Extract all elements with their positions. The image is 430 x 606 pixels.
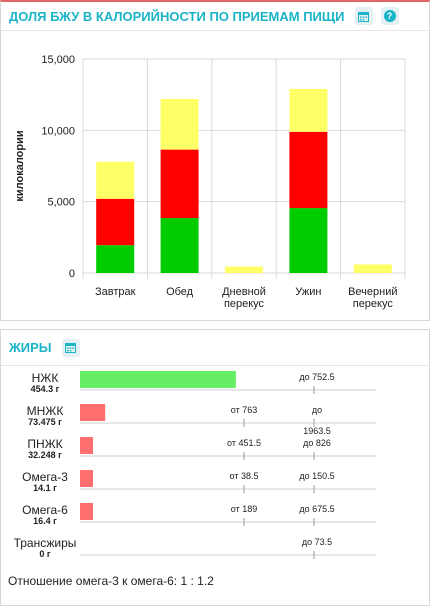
panel-header: ЖИРЫ (1, 330, 429, 366)
panel-title: ДОЛЯ БЖУ В КАЛОРИЙНОСТИ ПО ПРИЕМАМ ПИЩИ (9, 8, 345, 24)
fat-min-label: от 38.5 (230, 471, 259, 481)
omega-ratio-text: Отношение омега-3 к омега-6: 1 : 1.2 (8, 574, 214, 588)
calendar-icon[interactable] (354, 7, 373, 25)
fat-max-label-wrap: 1963.5 (303, 426, 331, 436)
x-tick-label: Обед (166, 286, 194, 298)
fat-max-label: до 752.5 (299, 372, 334, 382)
x-tick-label: Дневной (222, 286, 266, 298)
fat-min-label: от 189 (231, 504, 257, 514)
fat-max-label: до 675.5 (299, 504, 334, 514)
bar-segment-2 (160, 149, 199, 219)
fat-name-label: МНЖК (27, 404, 64, 418)
bar-segment-3 (160, 98, 199, 150)
help-icon[interactable]: ? (380, 7, 399, 25)
fat-name-label: ПНЖК (27, 437, 62, 451)
bar-segment-1 (96, 245, 135, 273)
fat-name-label: Омега-3 (22, 470, 68, 484)
panel-header: ДОЛЯ БЖУ В КАЛОРИЙНОСТИ ПО ПРИЕМАМ ПИЩИ … (1, 2, 429, 31)
x-tick-label: Завтрак (95, 286, 136, 298)
fat-bar (80, 470, 93, 487)
calorie-share-panel: ДОЛЯ БЖУ В КАЛОРИЙНОСТИ ПО ПРИЕМАМ ПИЩИ … (0, 0, 430, 321)
fats-panel: ЖИРЫ НЖК 454.3 г до 752.5 МНЖК 73.475 г от 76… (0, 329, 430, 606)
bar-segment-2 (289, 131, 328, 209)
fat-min-label: от 763 (231, 405, 257, 415)
fat-max-label: до 73.5 (302, 537, 332, 547)
x-tick-label: Ужин (295, 286, 321, 298)
fat-min-label: от 451.5 (227, 438, 261, 448)
fat-value-label: 16.4 г (33, 516, 57, 526)
fat-bar (80, 503, 93, 520)
fat-value-label: 454.3 г (31, 384, 60, 394)
y-axis-label: килокалории (14, 130, 26, 201)
fat-value-label: 73.475 г (28, 417, 62, 427)
bar-segment-3 (289, 88, 328, 132)
y-tick-label: 15,000 (41, 54, 75, 66)
y-tick-label: 0 (69, 268, 75, 280)
x-tick-label: перекус (224, 298, 265, 310)
bar-segment-2 (96, 198, 135, 246)
fat-bar (80, 404, 106, 421)
bar-segment-1 (160, 218, 199, 273)
fat-bar (80, 437, 93, 454)
fat-name-label: Омега-6 (22, 503, 68, 517)
x-tick-label: Вечерний (348, 286, 397, 298)
y-tick-label: 5,000 (47, 197, 75, 209)
fat-max-label: до 826 (303, 438, 331, 448)
panel-title: ЖИРЫ (9, 340, 52, 355)
fat-value-label: 32.248 г (28, 450, 62, 460)
calorie-stacked-bar-chart: 0 5,000 10,000 15,000 килокалории Завтрак Обед… (14, 54, 406, 310)
fat-name-label: НЖК (32, 371, 59, 385)
fat-max-label: до 150.5 (299, 471, 334, 481)
y-tick-label: 10,000 (41, 125, 75, 137)
bar-segment-1 (289, 208, 328, 273)
bar-segment-3 (96, 161, 135, 199)
fat-max-label: до (312, 405, 322, 415)
fat-name-label: Трансжиры (14, 536, 77, 550)
x-tick-label: перекус (353, 298, 394, 310)
fat-bar (80, 371, 236, 388)
fat-value-label: 14.1 г (33, 483, 57, 493)
bar-segment-3 (225, 266, 263, 273)
calendar-icon[interactable] (61, 338, 80, 357)
bar-segment-3 (353, 264, 392, 273)
fat-value-label: 0 г (39, 549, 51, 559)
